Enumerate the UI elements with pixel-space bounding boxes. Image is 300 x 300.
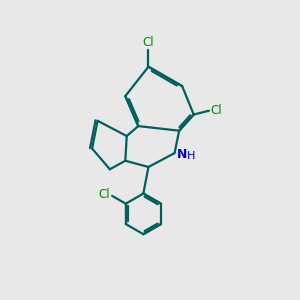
Text: Cl: Cl	[142, 36, 154, 49]
Text: Cl: Cl	[99, 188, 110, 201]
Text: H: H	[187, 151, 195, 161]
Text: Cl: Cl	[211, 104, 222, 117]
Text: N: N	[177, 148, 187, 161]
